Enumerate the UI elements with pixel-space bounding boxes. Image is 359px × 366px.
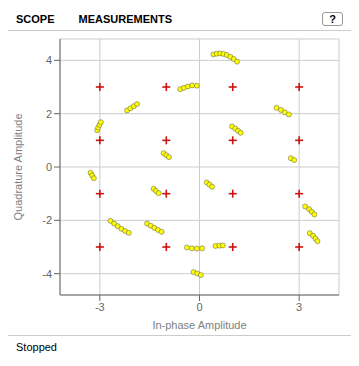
html-text:Stopped: Stopped (16, 341, 57, 353)
svg-text:In-phase Amplitude: In-phase Amplitude (152, 319, 246, 331)
svg-text:3: 3 (296, 301, 302, 313)
svg-text:2: 2 (46, 108, 52, 120)
html-text:SCOPE: SCOPE (16, 13, 55, 25)
html-text:MEASUREMENTS: MEASUREMENTS (78, 13, 172, 25)
svg-text:-4: -4 (42, 268, 52, 280)
svg-text:-3: -3 (95, 301, 105, 313)
svg-text:-2: -2 (42, 214, 52, 226)
svg-text:4: 4 (46, 54, 52, 66)
svg-text:0: 0 (46, 161, 52, 173)
svg-text:0: 0 (196, 301, 202, 313)
svg-text:Quadrature Amplitude: Quadrature Amplitude (12, 113, 24, 220)
